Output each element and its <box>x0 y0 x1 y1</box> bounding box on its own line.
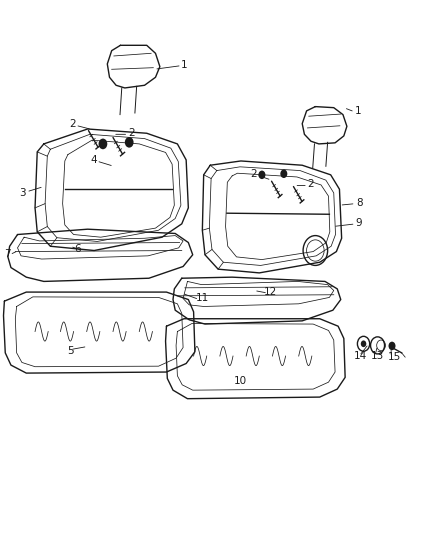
Text: 10: 10 <box>233 376 247 386</box>
Text: 2: 2 <box>250 169 257 179</box>
Text: 2: 2 <box>307 179 314 189</box>
Text: 1: 1 <box>180 60 187 70</box>
Text: 3: 3 <box>19 188 26 198</box>
Text: 15: 15 <box>388 352 401 362</box>
Text: 2: 2 <box>69 119 76 128</box>
Text: 1: 1 <box>355 106 362 116</box>
Circle shape <box>99 139 107 149</box>
Circle shape <box>258 171 265 179</box>
Circle shape <box>389 342 396 350</box>
Circle shape <box>361 341 366 347</box>
Text: 6: 6 <box>74 245 81 254</box>
Text: 14: 14 <box>354 351 367 361</box>
Text: 5: 5 <box>67 346 74 356</box>
Text: 4: 4 <box>91 155 98 165</box>
Circle shape <box>280 169 287 178</box>
Text: 2: 2 <box>128 128 135 138</box>
Text: 9: 9 <box>356 218 363 228</box>
Text: 8: 8 <box>356 198 363 207</box>
Circle shape <box>125 137 134 148</box>
Text: 7: 7 <box>4 249 11 259</box>
Text: 11: 11 <box>196 294 209 303</box>
Text: 12: 12 <box>264 287 277 297</box>
Text: 13: 13 <box>371 351 384 361</box>
